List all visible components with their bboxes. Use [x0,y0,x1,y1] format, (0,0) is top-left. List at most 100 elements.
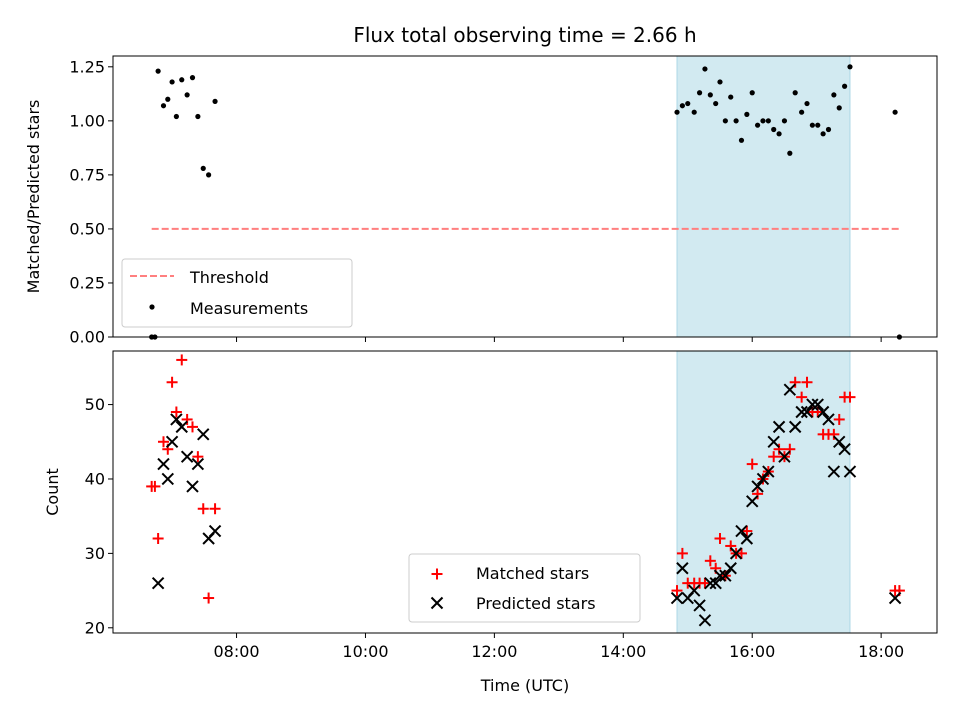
predicted-star-point [729,547,743,560]
measurement-points [149,64,902,340]
matched-star-point [796,391,808,403]
legend-x-marker [430,596,444,610]
predicted-star-point [888,591,902,605]
predicted-star-point [772,420,786,434]
measurement-point [169,79,175,85]
matched-star-point [735,547,747,559]
measurement-point [836,105,842,111]
measurement-point [728,94,734,100]
matched-star-point [157,436,169,448]
predicted-star-point [197,428,210,441]
predicted-star-point [816,405,830,419]
measurement-point [679,103,685,109]
matched-star-point [789,376,801,388]
matched-star-point [714,533,726,545]
bottom-y-axis-label: Count [43,468,62,516]
x-tick-label: 18:00 [858,642,904,661]
matched-star-point [676,547,688,559]
measurement-point [804,100,810,107]
measurement-point [685,100,691,107]
legend-threshold-label: Threshold [189,268,269,287]
bottom-x-ticks: 08:00 10:00 12:00 14:00 16:00 18:00 [213,633,904,661]
measurement-point [160,103,167,109]
predicted-star-point [767,435,780,448]
measurement-point [787,150,793,156]
predicted-star-point [740,532,754,545]
chart-title: Flux total observing time = 2.66 h [353,23,696,47]
predicted-star-point [170,413,183,426]
top-y-ticks: 0.00 0.25 0.50 0.75 1.00 1.25 [69,57,113,347]
top-panel: 0.00 0.25 0.50 0.75 1.00 1.25 Flux total obse… [24,23,938,347]
measurement-point [744,111,750,117]
bottom-plot-frame [112,350,938,634]
predicted-star-point [811,398,824,411]
y-tick-label: 20 [85,618,105,637]
matched-star-point [768,451,780,463]
matched-star-point [176,354,188,366]
x-tick-label: 16:00 [729,642,775,661]
matched-star-point [704,555,716,567]
matched-star-point [828,428,840,440]
measurement-point [206,172,212,178]
predicted-star-point [670,591,684,605]
predicted-star-point [778,450,791,463]
legend-matched-swatch [431,568,443,580]
predicted-star-point [704,576,717,590]
measurement-point [184,92,190,98]
x-tick-label: 14:00 [600,642,646,661]
legend-predicted-swatch [430,596,444,610]
measurement-point [674,109,680,115]
predicted-star-point [762,465,775,478]
matched-star-point [801,376,813,388]
top-legend: Threshold Measurements [121,258,353,328]
x-tick-label: 12:00 [471,642,517,661]
x-tick-label: 10:00 [342,642,388,661]
measurement-point [809,122,815,128]
measurement-point [825,126,832,133]
measurement-point [892,109,898,115]
predicted-star-point [208,524,222,538]
measurement-point [820,131,826,137]
predicted-star-point [191,457,205,471]
matched-star-point [149,480,161,492]
matched-star-point [699,577,711,589]
predicted-star-point [735,524,748,538]
measurement-point [738,137,745,143]
measurement-point [717,79,723,85]
predicted-star-point [157,457,170,471]
x-tick-label: 08:00 [213,642,259,661]
bottom-legend: Matched stars Predicted stars [408,553,641,623]
y-tick-label: 0.50 [69,219,105,238]
y-tick-label: 0.00 [69,328,105,347]
bottom-legend-box [408,553,641,623]
measurement-point [155,68,161,74]
predicted-star-point [838,443,851,456]
measurement-point [847,64,853,70]
measurement-point [179,77,185,83]
top-x-ticks [236,337,882,342]
measurement-point [733,118,739,124]
top-plot-frame [112,55,938,338]
predicted-star-point [698,614,712,627]
matched-star-point [166,376,178,388]
predicted-star-point [719,569,732,582]
y-tick-label: 30 [85,544,105,563]
predicted-star-point [800,405,814,419]
measurement-point [781,118,788,124]
measurement-point [212,98,218,104]
measurement-point [754,122,761,128]
predicted-star-point [151,576,165,590]
predicted-star-point [186,480,199,493]
measurement-point [173,113,179,120]
predicted-star-point [843,465,857,478]
predicted-star-point [827,465,841,478]
predicted-star-point [751,480,764,493]
predicted-star-point [709,576,722,590]
predicted-star-point [676,562,689,575]
observing-span-highlight [676,55,851,338]
measurement-point [713,100,719,107]
predicted-star-point [161,472,174,486]
bottom-y-ticks: 20 30 40 50 [85,395,113,637]
measurement-point [831,92,837,98]
